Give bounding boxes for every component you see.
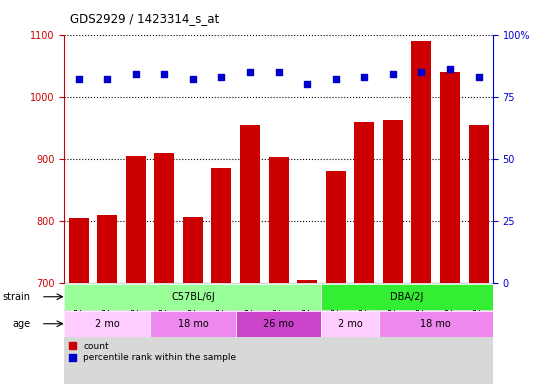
Point [160,71,169,78]
Point [103,76,112,83]
Text: C57BL/6J: C57BL/6J [171,292,215,302]
Text: strain: strain [2,292,30,302]
Bar [183,217,203,283]
Bar [97,215,117,283]
Text: 2 mo: 2 mo [95,319,120,329]
Bar [354,122,374,283]
Text: 18 mo: 18 mo [421,319,451,329]
Bar [155,153,174,283]
Point [188,76,198,83]
Point [274,69,283,75]
Bar [150,311,236,337]
Point [217,74,226,80]
Bar [64,284,321,310]
Point [302,81,311,88]
Text: 18 mo: 18 mo [178,319,208,329]
Legend: count, percentile rank within the sample: count, percentile rank within the sample [69,342,236,362]
Bar [126,156,146,283]
Bar [412,41,431,283]
Point [474,74,483,80]
Bar [212,168,231,283]
Point [331,76,340,83]
Bar [469,125,488,283]
Bar [321,311,379,337]
Bar [236,311,321,337]
Bar [69,218,88,283]
Bar [240,125,260,283]
Point [131,71,140,78]
Bar [326,171,346,283]
Point [417,69,426,75]
Text: 26 mo: 26 mo [263,319,294,329]
Bar [379,311,493,337]
Point [360,74,368,80]
Point [245,69,254,75]
Bar [269,157,288,283]
Text: age: age [12,319,30,329]
Bar [64,311,150,337]
Text: DBA/2J: DBA/2J [390,292,424,302]
Point [388,71,397,78]
Bar [440,72,460,283]
Bar [297,280,317,283]
Text: 2 mo: 2 mo [338,319,362,329]
Point [74,76,83,83]
Point [446,66,455,73]
Bar [321,284,493,310]
Bar [383,120,403,283]
Text: GDS2929 / 1423314_s_at: GDS2929 / 1423314_s_at [70,12,220,25]
